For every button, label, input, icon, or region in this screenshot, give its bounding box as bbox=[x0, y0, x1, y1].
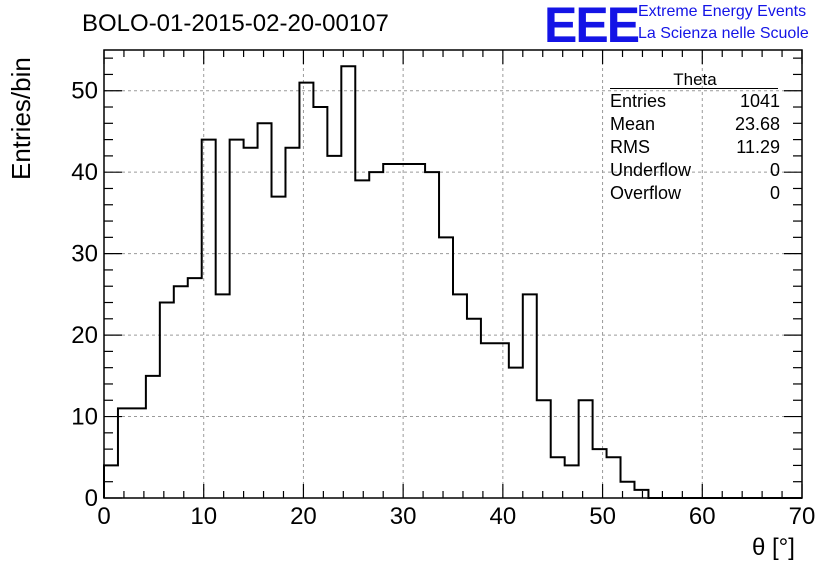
y-tick-label: 0 bbox=[85, 485, 98, 512]
x-tick-label: 70 bbox=[789, 503, 816, 530]
x-tick-label: 40 bbox=[490, 503, 517, 530]
stats-label: Entries bbox=[610, 91, 667, 111]
x-axis-label: θ [°] bbox=[752, 534, 795, 561]
y-tick-label: 30 bbox=[71, 241, 98, 268]
y-tick-label: 50 bbox=[71, 78, 98, 105]
x-tick-label: 50 bbox=[589, 503, 616, 530]
x-tick-label: 30 bbox=[390, 503, 417, 530]
y-axis-label: Entries/bin bbox=[6, 57, 36, 180]
plot-frame bbox=[103, 49, 803, 499]
stats-row: Underflow 0 bbox=[610, 159, 780, 182]
x-tick-label: 10 bbox=[190, 503, 217, 530]
stats-label: Overflow bbox=[610, 183, 682, 203]
x-tick-label: 60 bbox=[689, 503, 716, 530]
stats-row: RMS 11.29 bbox=[610, 136, 780, 159]
x-tick-label: 20 bbox=[290, 503, 317, 530]
stats-box: Theta Entries 1041 Mean 23.68 RMS 11.29 Und… bbox=[610, 70, 780, 205]
y-tick-label: 10 bbox=[71, 404, 98, 431]
stats-divider bbox=[610, 88, 778, 89]
x-tick-label: 0 bbox=[97, 503, 110, 530]
stats-label: Underflow bbox=[610, 160, 692, 180]
axis-ticks bbox=[103, 50, 803, 499]
stats-row: Entries 1041 bbox=[610, 90, 780, 113]
stats-value: 23.68 bbox=[734, 114, 780, 134]
stats-value: 0 bbox=[769, 183, 780, 203]
y-tick-label: 20 bbox=[71, 322, 98, 349]
eee-logo: EEE bbox=[544, 0, 640, 53]
stats-label: RMS bbox=[610, 137, 650, 157]
org-name-line2: La Scienza nelle Scuole bbox=[638, 25, 809, 42]
stats-value: 1041 bbox=[739, 91, 780, 111]
stats-title: Theta bbox=[673, 70, 717, 89]
stats-row: Overflow 0 bbox=[610, 182, 780, 205]
y-tick-label: 40 bbox=[71, 159, 98, 186]
org-name-line1: Extreme Energy Events bbox=[638, 3, 807, 20]
stats-value: 11.29 bbox=[736, 137, 780, 157]
stats-label: Mean bbox=[610, 114, 656, 134]
stats-value: 0 bbox=[769, 160, 780, 180]
stats-row: Mean 23.68 bbox=[610, 113, 780, 136]
histogram-series bbox=[103, 65, 802, 499]
chart-title: BOLO-01-2015-02-20-00107 bbox=[82, 10, 389, 37]
